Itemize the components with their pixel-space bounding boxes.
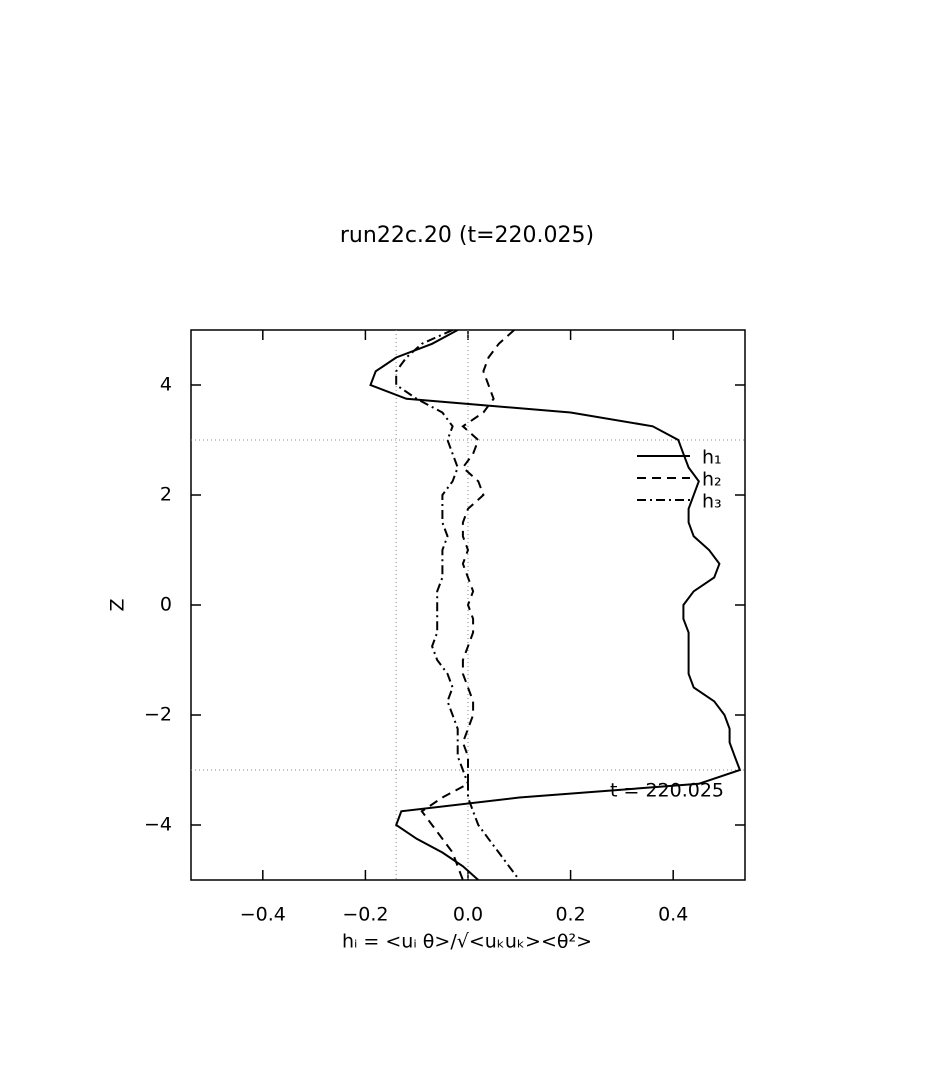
x-axis-label: hᵢ = <uᵢ θ>/√<uₖuₖ><θ²> xyxy=(342,931,592,953)
legend-label: h₁ xyxy=(702,447,722,469)
legend-label: h₃ xyxy=(702,491,722,513)
y-tick-label: 0 xyxy=(160,594,172,616)
x-tick-label: 0.0 xyxy=(453,904,483,926)
data-line xyxy=(420,330,515,880)
y-tick-label: −4 xyxy=(144,814,172,836)
data-line xyxy=(369,330,742,880)
x-tick-label: −0.4 xyxy=(240,904,286,926)
x-tick-label: −0.2 xyxy=(342,904,388,926)
data-line xyxy=(395,330,521,880)
x-tick-label: 0.4 xyxy=(658,904,688,926)
y-axis-label: Z xyxy=(107,598,129,611)
y-tick-label: 2 xyxy=(160,484,172,506)
y-tick-label: 4 xyxy=(160,374,172,396)
chart-title: run22c.20 (t=220.025) xyxy=(340,223,594,248)
x-tick-label: 0.2 xyxy=(555,904,585,926)
y-tick-label: −2 xyxy=(144,704,172,726)
annotation: t = 220.025 xyxy=(610,780,724,802)
legend-label: h₂ xyxy=(702,469,722,491)
